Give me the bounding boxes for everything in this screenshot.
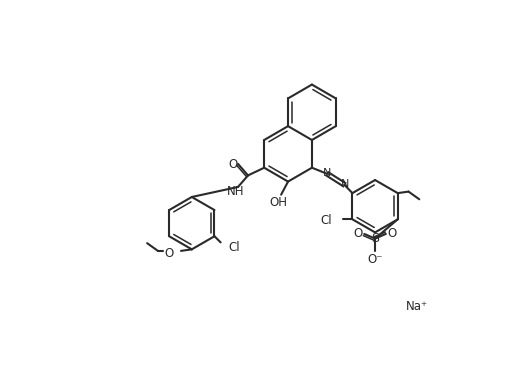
Text: O: O xyxy=(164,247,174,260)
Text: N: N xyxy=(323,168,331,178)
Text: O: O xyxy=(387,227,397,240)
Text: N: N xyxy=(341,179,349,189)
Text: O⁻: O⁻ xyxy=(367,253,383,266)
Text: NH: NH xyxy=(227,185,245,198)
Text: OH: OH xyxy=(270,196,288,209)
Text: O: O xyxy=(353,227,363,240)
Text: Cl: Cl xyxy=(321,214,332,227)
Text: S: S xyxy=(371,232,379,245)
Text: O: O xyxy=(229,158,238,171)
Text: Cl: Cl xyxy=(228,240,240,253)
Text: Na⁺: Na⁺ xyxy=(406,300,428,313)
